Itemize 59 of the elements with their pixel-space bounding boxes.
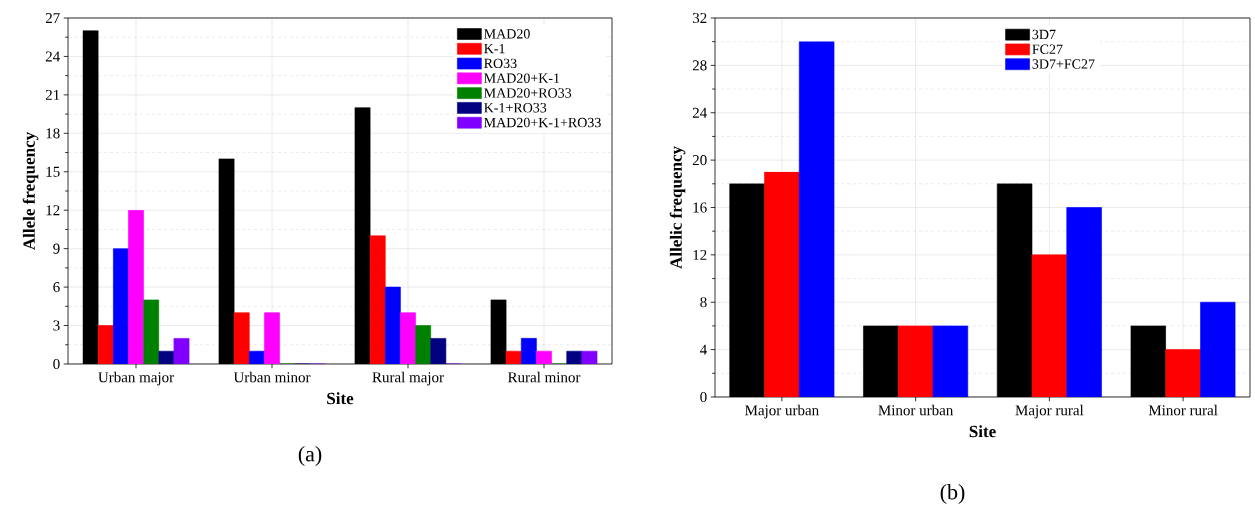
y-tick-label: 21 (45, 89, 60, 100)
legend-label: MAD20+RO33 (484, 88, 572, 98)
legend-label: MAD20+K-1 (484, 73, 560, 83)
y-tick-label: 16 (693, 202, 707, 213)
x-axis-title: Site (969, 425, 996, 438)
bar (384, 286, 401, 364)
y-tick-label: 8 (700, 297, 707, 308)
legend-label: RO33 (484, 58, 517, 69)
bar (505, 350, 522, 364)
bar (520, 338, 537, 364)
legend-label: K-1+RO33 (484, 103, 547, 113)
y-tick-label: 28 (692, 60, 707, 71)
bar (1165, 349, 1201, 397)
y-tick-label: 24 (45, 51, 60, 62)
y-tick-label: 0 (700, 391, 707, 403)
y-tick-label: 12 (46, 205, 60, 216)
x-tick-label: Major rural (1015, 404, 1084, 419)
bar (897, 325, 934, 397)
legend-label: MAD20+K-1+RO33 (484, 117, 601, 128)
y-tick-label: 3 (53, 320, 60, 331)
x-tick-label: Urban minor (233, 371, 311, 383)
x-tick-label: Urban major (98, 371, 174, 386)
y-tick-label: 6 (53, 282, 60, 293)
y-tick-label: 32 (692, 12, 707, 24)
bar (264, 312, 280, 364)
x-tick-label: Minor urban (878, 404, 954, 416)
bar (97, 325, 114, 364)
y-tick-label: 20 (692, 155, 707, 166)
text: (b) (940, 484, 965, 504)
bar (233, 312, 250, 364)
bar (536, 350, 552, 364)
y-tick-label: 4 (700, 344, 707, 355)
y-axis-title: Allelic frequency (669, 146, 686, 269)
y-tick-label: 12 (693, 249, 707, 260)
legend-label: 3D7 (1032, 29, 1056, 40)
x-tick-label: Rural minor (507, 371, 581, 383)
bar (248, 350, 265, 364)
legend-label: MAD20 (484, 29, 530, 39)
bar (369, 235, 386, 364)
y-tick-label: 18 (46, 128, 60, 139)
bar (400, 312, 416, 364)
legend-label: FC27 (1032, 44, 1063, 54)
bar (112, 248, 129, 364)
text: (a) (298, 446, 322, 466)
y-axis-title: Allele frequency (22, 132, 39, 250)
legend-label: 3D7+FC27 (1032, 59, 1095, 69)
bar (1031, 254, 1068, 397)
legend-label: K-1 (484, 43, 505, 54)
y-tick-label: 24 (692, 107, 707, 118)
x-axis-title: Site (327, 392, 354, 405)
y-tick-label: 0 (53, 358, 60, 370)
y-tick-label: 9 (53, 243, 60, 254)
y-tick-label: 15 (46, 166, 60, 177)
x-tick-label: Rural major (372, 371, 444, 386)
bar (764, 171, 800, 397)
bar (128, 209, 144, 364)
x-tick-label: Minor rural (1148, 404, 1218, 416)
y-tick-label: 27 (45, 13, 60, 23)
x-tick-label: Major urban (745, 404, 819, 419)
